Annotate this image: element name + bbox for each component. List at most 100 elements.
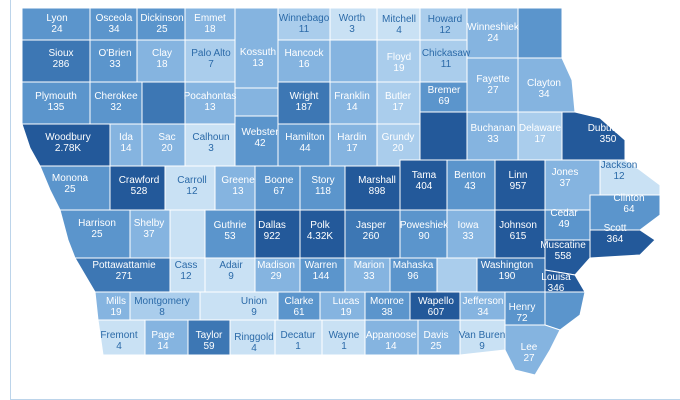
county-name: Mitchell xyxy=(382,14,416,25)
county-label-floyd: Floyd 19 xyxy=(387,52,411,74)
county-des-moines[interactable] xyxy=(544,291,586,331)
county-name: Lucas xyxy=(332,296,360,307)
county-label-clinton: Clinton 64 xyxy=(613,193,644,215)
county-value: 17 xyxy=(346,143,358,154)
county-name: Wapello xyxy=(418,296,454,307)
county-name: Mills xyxy=(106,296,126,307)
county-buena-vista[interactable] xyxy=(141,81,186,125)
county-label-greene: Greene 13 xyxy=(221,175,254,197)
county-label-howard: Howard 12 xyxy=(428,14,462,36)
county-name: Jasper xyxy=(355,220,387,231)
county-value: 37 xyxy=(559,178,571,189)
county-name: Jefferson xyxy=(462,296,504,307)
county-value: 4 xyxy=(251,343,257,354)
county-cerro-gordo[interactable] xyxy=(329,39,378,83)
county-name: Ringgold xyxy=(234,332,274,343)
county-value: 61 xyxy=(293,307,305,318)
county-label-delaware: Delaware 17 xyxy=(519,123,561,145)
county-name: Winneshiek xyxy=(467,22,519,33)
county-name: Greene xyxy=(221,175,255,186)
county-value: 20 xyxy=(392,143,404,154)
county-value: 27 xyxy=(487,85,499,96)
county-name: Jones xyxy=(551,167,579,178)
county-name: Hancock xyxy=(284,48,324,59)
county-clayton[interactable] xyxy=(517,57,576,113)
county-name: Dubuque xyxy=(587,123,629,134)
county-name: Poweshiek xyxy=(399,220,449,231)
county-value: 17 xyxy=(534,134,546,145)
county-name: Kossuth xyxy=(239,47,277,58)
county-value: 53 xyxy=(224,231,236,242)
county-label-adair: Adair 9 xyxy=(219,260,242,282)
county-value: 42 xyxy=(254,138,266,149)
county-value: 69 xyxy=(438,96,450,107)
county-keokuk[interactable] xyxy=(436,257,478,293)
county-value: 260 xyxy=(362,231,380,242)
county-name: Ida xyxy=(119,132,133,143)
county-label-jasper: Jasper 260 xyxy=(356,220,386,242)
county-label-davis: Davis 25 xyxy=(423,330,448,352)
county-black-hawk[interactable] xyxy=(419,111,468,161)
county-value: 350 xyxy=(599,134,617,145)
county-label-washington: Washington 190 xyxy=(481,260,533,282)
county-value: 13 xyxy=(252,58,264,69)
county-label-calhoun: Calhoun 3 xyxy=(192,132,229,154)
county-label-cedar: Cedar 49 xyxy=(550,208,577,230)
county-label-clayton: Clayton 34 xyxy=(527,78,561,100)
county-label-ida: Ida 14 xyxy=(119,132,133,154)
county-value: 11 xyxy=(298,24,310,35)
county-name: Crawford xyxy=(118,175,160,186)
county-label-cherokee: Cherokee 32 xyxy=(94,91,137,113)
county-value: 12 xyxy=(439,25,451,36)
county-name: Delaware xyxy=(518,123,562,134)
county-label-clay: Clay 18 xyxy=(152,48,172,70)
county-name: Chickasaw xyxy=(421,48,471,59)
county-value: 24 xyxy=(487,33,499,44)
county-label-dickinson: Dickinson 25 xyxy=(140,13,183,35)
county-label-dubuque: Dubuque 350 xyxy=(588,123,629,145)
county-allamakee[interactable] xyxy=(517,7,563,59)
county-value: 25 xyxy=(430,341,442,352)
county-name: Hamilton xyxy=(285,132,325,143)
county-value: 43 xyxy=(464,181,476,192)
county-value: 9 xyxy=(251,307,257,318)
county-label-hancock: Hancock 16 xyxy=(285,48,324,70)
county-name: Story xyxy=(311,175,335,186)
county-name: Scott xyxy=(603,223,627,234)
county-name: Cedar xyxy=(550,208,578,219)
county-humboldt[interactable] xyxy=(234,87,279,117)
county-label-emmet: Emmet 18 xyxy=(194,13,226,35)
county-value: 34 xyxy=(538,89,550,100)
county-audubon[interactable] xyxy=(169,209,206,259)
county-value: 33 xyxy=(109,59,121,70)
county-lee[interactable] xyxy=(504,324,561,376)
county-label-pocahontas: Pocahontas 13 xyxy=(184,91,237,113)
county-name: Cherokee xyxy=(94,91,138,102)
county-label-buchanan: Buchanan 33 xyxy=(470,123,515,145)
county-label-wright: Wright 187 xyxy=(290,91,319,113)
county-name: Shelby xyxy=(133,218,165,229)
county-value: 18 xyxy=(156,59,168,70)
county-name: Benton xyxy=(454,170,486,181)
county-label-grundy: Grundy 20 xyxy=(382,132,415,154)
county-name: Union xyxy=(240,296,268,307)
county-name: Palo Alto xyxy=(191,48,231,59)
county-value: 118 xyxy=(315,186,331,197)
county-name: Warren xyxy=(304,260,338,271)
county-name: Clarke xyxy=(284,296,314,307)
county-name: Decatur xyxy=(280,330,316,341)
county-name: Tama xyxy=(411,170,437,181)
county-value: 64 xyxy=(623,204,635,215)
county-label-tama: Tama 404 xyxy=(412,170,436,192)
county-label-boone: Boone 67 xyxy=(265,175,294,197)
county-value: 404 xyxy=(415,181,433,192)
county-label-guthrie: Guthrie 53 xyxy=(214,220,247,242)
county-label-wapello: Wapello 607 xyxy=(418,296,454,318)
county-label-sac: Sac 20 xyxy=(158,132,175,154)
county-value: 49 xyxy=(558,219,570,230)
county-value: 17 xyxy=(392,102,404,113)
county-value: 3 xyxy=(349,24,355,35)
county-name: Clayton xyxy=(527,78,561,89)
